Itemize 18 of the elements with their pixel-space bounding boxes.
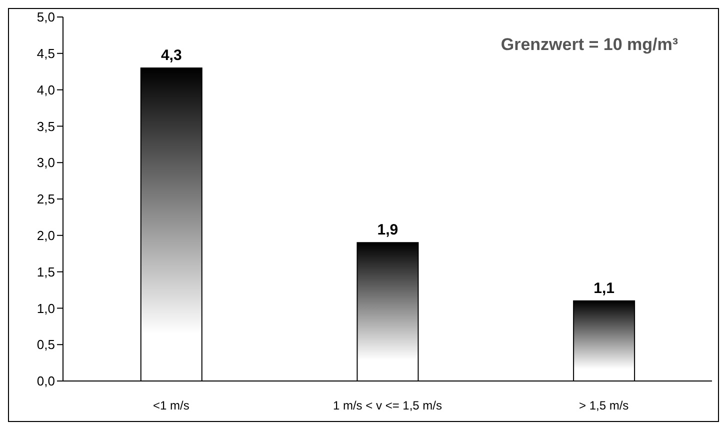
- y-tick-label: 4,0: [36, 82, 55, 98]
- y-tick-label: 1,5: [36, 264, 55, 280]
- y-tick-label: 3,0: [36, 155, 55, 170]
- y-tick-label: 5,0: [36, 10, 55, 25]
- x-tick-label: <1 m/s: [152, 398, 190, 413]
- annotation: Grenzwert = 10 mg/m³: [500, 35, 678, 55]
- y-tick-label: 0,5: [36, 337, 55, 352]
- y-tick-label: 2,5: [36, 192, 55, 207]
- data-label: 4,3: [160, 46, 182, 64]
- data-label: 1,1: [594, 280, 614, 297]
- y-tick-label: 3,5: [36, 118, 55, 134]
- y-tick-label: 2,0: [36, 228, 55, 244]
- y-tick-label: 1,0: [36, 300, 55, 316]
- x-tick-label: 1 m/s < v <= 1,5 m/s: [332, 398, 442, 413]
- data-label: 1,9: [377, 222, 398, 239]
- y-tick-label: 4,5: [36, 46, 55, 62]
- x-tick-label: > 1,5 m/s: [578, 398, 629, 413]
- y-tick-label: 0,0: [36, 374, 55, 389]
